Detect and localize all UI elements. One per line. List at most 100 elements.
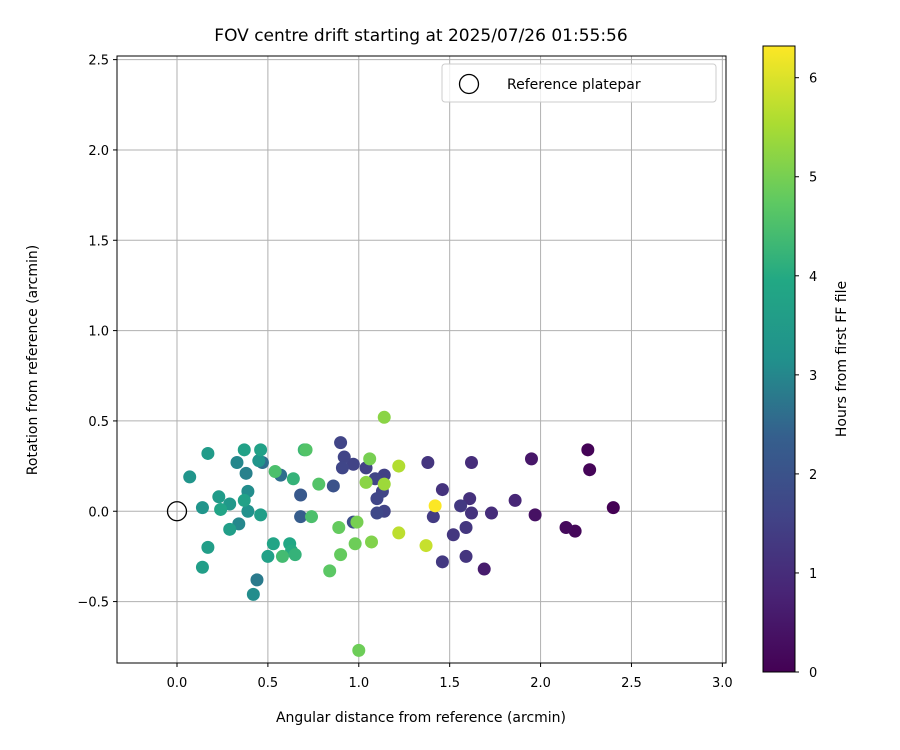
data-point <box>348 537 362 551</box>
colorbar-tick-label: 4 <box>809 270 817 285</box>
colorbar-ticks: 0 1 2 3 4 5 6 <box>795 72 817 681</box>
data-point <box>428 499 442 513</box>
colorbar-tick-label: 1 <box>809 567 817 582</box>
data-point <box>426 510 440 524</box>
plot-area <box>117 56 726 663</box>
data-points <box>183 410 620 657</box>
data-point <box>559 521 573 535</box>
x-tick-label: 0.5 <box>258 676 279 691</box>
data-point <box>299 443 313 457</box>
x-tick-label: 2.5 <box>621 676 642 691</box>
data-point <box>477 562 491 576</box>
legend-reference-marker <box>458 73 480 95</box>
y-tick-label: 2.0 <box>88 144 109 159</box>
colorbar-label: Hours from first FF file <box>834 281 850 437</box>
data-point <box>230 455 244 469</box>
data-point <box>335 461 349 475</box>
data-point <box>268 465 282 479</box>
data-point <box>454 499 468 513</box>
x-tick-label: 1.0 <box>348 676 369 691</box>
data-point <box>252 454 266 468</box>
data-point <box>370 492 384 506</box>
colorbar-tick-label: 2 <box>809 468 817 483</box>
y-tick-label: 0.0 <box>88 505 109 520</box>
data-point <box>201 540 215 554</box>
data-point <box>459 521 473 535</box>
y-tick-label: 0.5 <box>88 415 109 430</box>
data-point <box>581 443 595 457</box>
colorbar-tick-label: 5 <box>809 171 817 186</box>
y-tick-label: −0.5 <box>77 596 109 611</box>
data-point <box>332 521 346 535</box>
data-point <box>294 488 308 502</box>
data-point <box>237 443 251 457</box>
data-point <box>183 470 197 484</box>
x-axis-ticks: 0.0 0.5 1.0 1.5 2.0 2.5 3.0 <box>167 663 733 691</box>
plot-frame <box>116 55 727 664</box>
data-point <box>377 477 391 491</box>
data-point <box>464 506 478 520</box>
colorbar-tick-label: 0 <box>809 666 817 681</box>
data-point <box>201 446 215 460</box>
reference-platepar-marker <box>166 501 188 522</box>
data-point <box>350 515 364 529</box>
data-point <box>195 560 209 574</box>
data-point <box>261 549 275 563</box>
data-point <box>286 472 300 486</box>
data-point <box>464 455 478 469</box>
data-point <box>214 502 228 516</box>
y-tick-label: 1.5 <box>88 234 109 249</box>
data-point <box>334 436 348 450</box>
grid-lines <box>117 56 726 663</box>
data-point <box>275 549 289 563</box>
data-point <box>508 493 522 507</box>
y-tick-label: 2.5 <box>88 54 109 69</box>
x-tick-label: 0.0 <box>167 676 188 691</box>
x-tick-label: 1.5 <box>439 676 460 691</box>
data-point <box>305 510 319 524</box>
colorbar-gradient <box>763 46 795 672</box>
data-point <box>435 483 449 497</box>
y-tick-label: 1.0 <box>88 325 109 340</box>
colorbar-frame <box>762 45 796 673</box>
data-point <box>583 463 597 477</box>
data-point <box>421 455 435 469</box>
data-point <box>365 535 379 549</box>
data-point <box>288 548 302 562</box>
data-point <box>241 504 255 518</box>
data-point <box>195 501 209 515</box>
data-point <box>223 522 237 536</box>
data-point <box>352 643 366 657</box>
data-point <box>435 555 449 569</box>
data-point <box>212 490 226 504</box>
data-point <box>446 528 460 542</box>
data-point <box>606 501 620 515</box>
chart-title: FOV centre drift starting at 2025/07/26 … <box>214 26 627 46</box>
colorbar-tick-label: 6 <box>809 72 817 87</box>
reference-marker-group <box>166 501 188 522</box>
x-tick-label: 3.0 <box>712 676 733 691</box>
data-point <box>524 452 538 466</box>
legend: Reference platepar <box>441 63 717 103</box>
y-axis-ticks: −0.5 0.0 0.5 1.0 1.5 2.0 2.5 <box>77 54 117 611</box>
data-point <box>359 475 373 489</box>
data-point <box>266 537 280 551</box>
data-point <box>459 549 473 563</box>
data-point <box>250 573 264 587</box>
data-point <box>239 466 253 480</box>
data-point <box>392 459 406 473</box>
data-point <box>363 452 377 466</box>
legend-box <box>441 63 717 103</box>
data-point <box>419 539 433 553</box>
colorbar: 0 1 2 3 4 5 6 Hours from first FF file <box>762 45 850 681</box>
data-point <box>346 457 360 471</box>
data-point <box>484 506 498 520</box>
data-point <box>323 564 337 578</box>
x-axis-label: Angular distance from reference (arcmin) <box>276 710 566 726</box>
x-tick-label: 2.0 <box>530 676 551 691</box>
data-point <box>463 492 477 506</box>
data-point <box>312 477 326 491</box>
data-point <box>294 510 308 524</box>
data-point <box>528 508 542 522</box>
